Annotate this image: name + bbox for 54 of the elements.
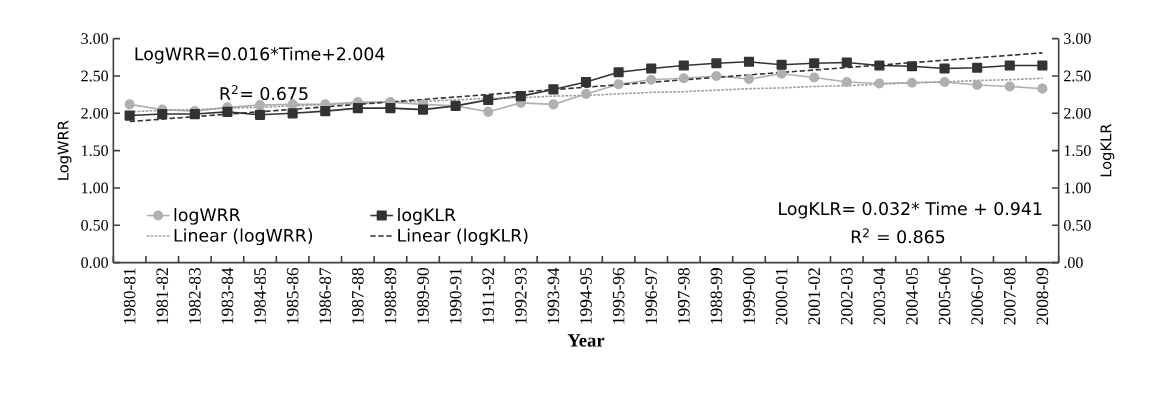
y2-tick-label: 2.50 bbox=[1064, 70, 1091, 82]
x-tick-label: 1980-81 bbox=[123, 268, 136, 324]
annotation: LogKLR= 0.032* Time + 0.941 bbox=[779, 201, 1042, 219]
x-tick-label: 1988-99 bbox=[710, 268, 723, 324]
x-tick-label: 1990-91 bbox=[449, 268, 462, 324]
y-tick-label: 1.50 bbox=[82, 145, 109, 157]
y-tick-label: 0.00 bbox=[81, 257, 109, 269]
x-tick-label: 1996-97 bbox=[645, 267, 658, 324]
annotation: R$^{2}$= 0.675 bbox=[220, 85, 308, 101]
legend-label: logWRR bbox=[174, 207, 241, 225]
y-axis-title: LogWRR bbox=[57, 120, 72, 180]
x-tick-label: 1986-87 bbox=[319, 267, 332, 324]
y2-axis-title: LogKLR bbox=[1100, 123, 1115, 177]
y2-tick-label: .00 bbox=[1064, 257, 1083, 269]
y2-tick-label: 3.00 bbox=[1064, 33, 1091, 45]
y-tick-label: 2.50 bbox=[81, 70, 109, 82]
x-tick-label: 1981-82 bbox=[156, 268, 169, 324]
y-tick-label: 1.00 bbox=[82, 182, 109, 194]
x-tick-label: 1997-98 bbox=[677, 268, 690, 324]
x-tick-label: 2008-09 bbox=[1036, 268, 1049, 325]
y-tick-label: 2.00 bbox=[81, 107, 109, 119]
x-tick-label: 1985-86 bbox=[286, 267, 299, 324]
y2-tick-label: 2.00 bbox=[1064, 107, 1091, 119]
x-tick-label: 2001-02 bbox=[808, 268, 821, 325]
x-tick-label: 1987-88 bbox=[351, 268, 364, 324]
x-tick-label: 1999-00 bbox=[743, 268, 755, 324]
legend-label: Linear (logWRR) bbox=[174, 228, 313, 246]
x-tick-label: 2006-07 bbox=[971, 267, 984, 325]
x-tick-label: 1982-83 bbox=[189, 268, 201, 324]
x-tick-label: 1983-84 bbox=[221, 267, 234, 324]
x-tick-label: 1993-94 bbox=[547, 267, 560, 324]
y-tick-label: 3.00 bbox=[81, 33, 109, 45]
x-tick-label: 2000-01 bbox=[775, 268, 788, 325]
x-tick-label: 1911-92 bbox=[482, 268, 495, 323]
y2-tick-label: 1.50 bbox=[1064, 145, 1091, 157]
x-tick-label: 1994-95 bbox=[580, 268, 592, 324]
legend-label: Linear (logKLR) bbox=[398, 228, 528, 246]
y2-tick-label: 1.00 bbox=[1064, 182, 1091, 194]
x-tick-label: 2005-06 bbox=[938, 267, 951, 325]
legend-label: logKLR bbox=[398, 207, 456, 225]
x-tick-label: 2002-03 bbox=[840, 268, 853, 325]
x-tick-label: 2003-04 bbox=[873, 267, 886, 325]
annotation: LogWRR=0.016*Time+2.004 bbox=[135, 46, 385, 64]
annotation: R$^{2}$ = 0.865 bbox=[851, 228, 945, 244]
y-tick-label: 0.50 bbox=[81, 219, 109, 231]
x-tick-label: 2007-08 bbox=[1003, 268, 1016, 325]
y2-tick-label: 0.50 bbox=[1064, 219, 1091, 231]
x-tick-label: 1995-96 bbox=[612, 267, 625, 324]
x-tick-label: 1988-89 bbox=[384, 268, 397, 324]
x-tick-label: 1984-85 bbox=[254, 268, 266, 324]
x-axis-title: Year bbox=[567, 334, 605, 347]
x-tick-label: 1992-93 bbox=[514, 268, 527, 324]
x-tick-label: 1989-90 bbox=[417, 268, 429, 324]
x-tick-label: 2004-05 bbox=[906, 268, 918, 325]
